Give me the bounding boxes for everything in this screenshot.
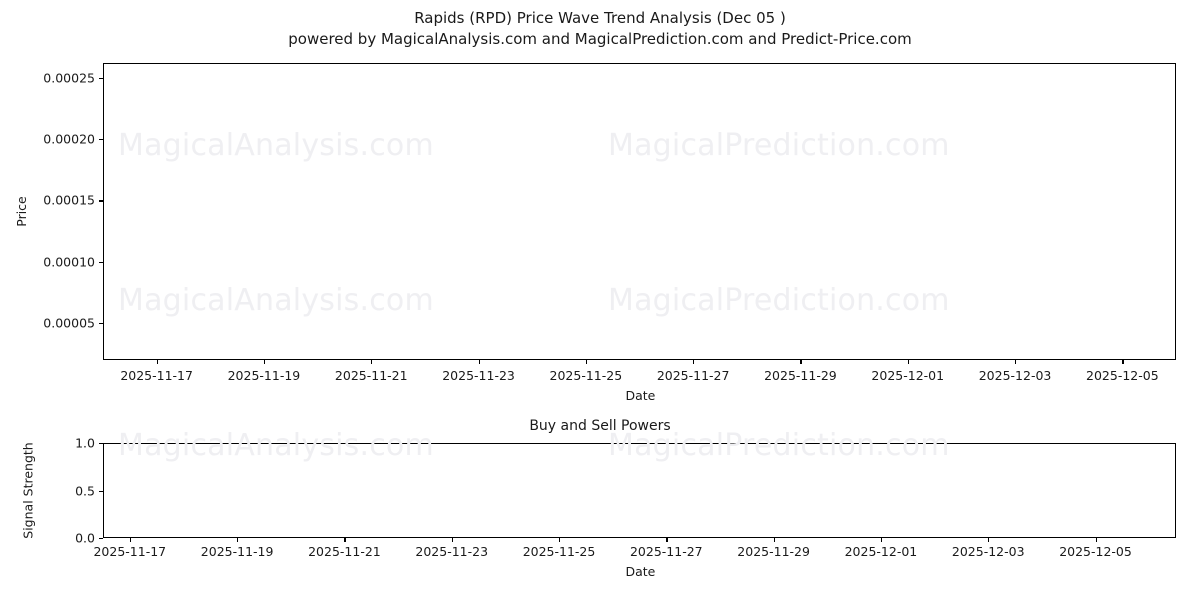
x-tick-label: 2025-12-05: [1059, 544, 1132, 559]
powers-plot-frame: [103, 443, 1176, 538]
x-tick-label: 2025-11-23: [415, 544, 489, 559]
x-tick-label: 2025-11-25: [549, 368, 623, 383]
x-tick-label: 2025-11-29: [764, 368, 837, 383]
y-tick-label: 0.00015: [43, 192, 95, 208]
x-tick-mark: [559, 538, 561, 542]
y-tick-label: 0.00005: [43, 315, 95, 331]
price-y-axis-title: Price: [13, 195, 29, 227]
x-tick-label: 2025-11-27: [629, 544, 703, 559]
y-tick-mark: [99, 77, 103, 79]
x-tick-mark: [1015, 360, 1017, 364]
y-tick-label: 0.00025: [43, 70, 95, 86]
x-tick-label: 2025-11-29: [737, 544, 810, 559]
x-tick-mark: [880, 538, 883, 542]
y-tick-mark: [99, 538, 103, 540]
x-tick-label: 2025-11-21: [308, 544, 381, 559]
y-tick-mark: [99, 323, 103, 325]
page-subtitle: powered by MagicalAnalysis.com and Magic…: [288, 30, 912, 48]
x-tick-label: 2025-11-19: [200, 544, 274, 559]
x-tick-label: 2025-11-23: [442, 368, 515, 383]
x-tick-mark: [129, 538, 131, 542]
y-tick-mark: [99, 490, 103, 492]
x-tick-label: 2025-12-01: [844, 544, 918, 559]
powers-chart-title: Buy and Sell Powers: [529, 418, 671, 434]
y-tick-label: 0.0: [75, 530, 95, 546]
x-tick-mark: [773, 538, 775, 542]
x-tick-label: 2025-12-05: [1086, 368, 1159, 383]
y-tick-label: 0.00020: [43, 131, 95, 147]
y-tick-label: 1.0: [75, 435, 95, 451]
y-tick-mark: [99, 200, 103, 202]
x-tick-mark: [371, 360, 373, 364]
x-tick-label: 2025-11-27: [656, 368, 730, 383]
price-x-axis-title: Date: [625, 388, 656, 403]
x-tick-label: 2025-11-17: [120, 368, 193, 383]
x-tick-mark: [156, 360, 158, 364]
price-chart-panel: [103, 63, 1176, 360]
powers-y-axis-title: Signal Strength: [20, 441, 36, 539]
x-tick-mark: [666, 538, 668, 542]
x-tick-mark: [1122, 360, 1124, 364]
x-tick-mark: [478, 360, 480, 364]
x-tick-mark: [263, 360, 266, 364]
x-tick-label: 2025-11-17: [93, 544, 167, 559]
x-tick-mark: [237, 538, 239, 542]
x-tick-mark: [344, 538, 346, 542]
x-tick-mark: [1095, 538, 1097, 542]
y-tick-mark: [99, 139, 103, 141]
y-tick-label: 0.5: [75, 483, 95, 498]
x-tick-mark: [988, 538, 990, 542]
powers-chart-panel: [103, 443, 1176, 538]
title-block: Rapids (RPD) Price Wave Trend Analysis (…: [0, 8, 1200, 50]
x-tick-mark: [800, 360, 802, 364]
x-tick-label: 2025-11-25: [522, 544, 596, 559]
x-tick-mark: [693, 360, 695, 364]
x-tick-label: 2025-12-03: [978, 368, 1052, 383]
x-tick-label: 2025-11-19: [227, 368, 301, 383]
x-tick-label: 2025-11-21: [334, 368, 408, 383]
x-tick-label: 2025-12-03: [951, 544, 1025, 559]
x-tick-mark: [585, 360, 588, 364]
page-title: Rapids (RPD) Price Wave Trend Analysis (…: [414, 9, 786, 27]
price-plot-frame: [103, 63, 1176, 360]
x-tick-mark: [907, 360, 909, 364]
y-tick-mark: [99, 443, 103, 445]
y-tick-label: 0.00010: [43, 254, 95, 270]
y-tick-mark: [99, 261, 103, 263]
x-tick-label: 2025-12-01: [871, 368, 945, 383]
x-tick-mark: [451, 538, 453, 542]
powers-x-axis-title: Date: [625, 564, 656, 579]
